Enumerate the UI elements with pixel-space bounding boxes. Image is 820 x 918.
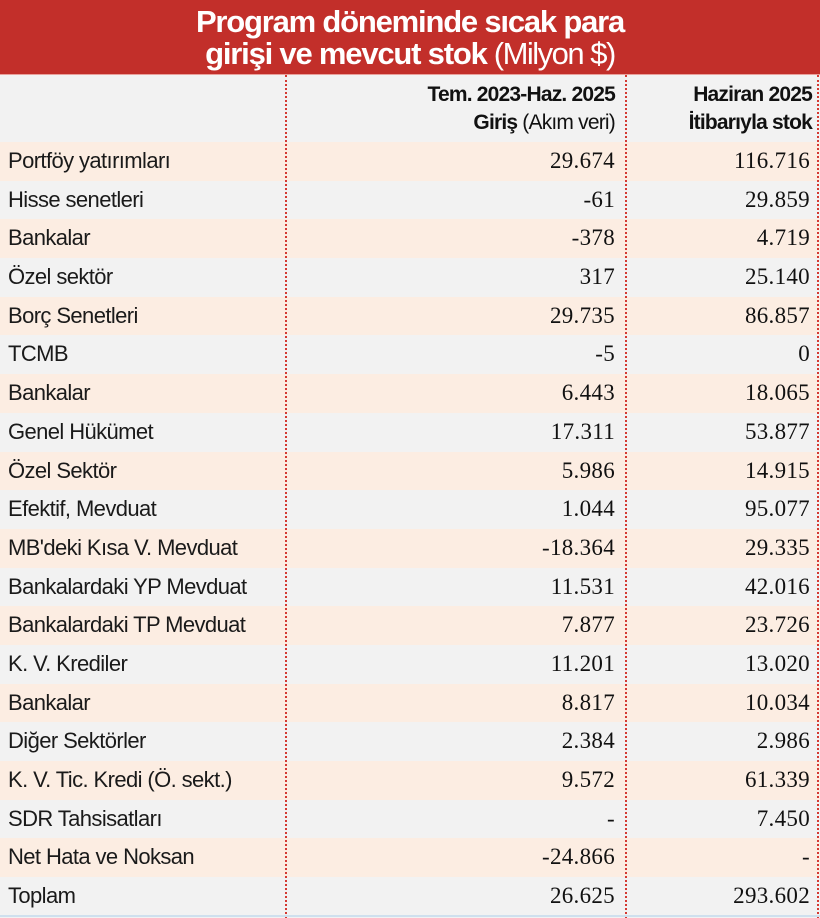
title-line-1: Program döneminde sıcak para <box>195 4 625 39</box>
row-label: Bankalar <box>8 689 91 715</box>
table-row: Efektif, Mevduat 1.044 95.077 <box>0 490 820 529</box>
stock-value: 4.719 <box>756 225 810 251</box>
inflow-value: 5.986 <box>561 457 615 483</box>
row-label: Diğer Sektörler <box>8 728 146 754</box>
table-title: Program döneminde sıcak para girişi ve m… <box>0 0 820 75</box>
stock-value: 10.034 <box>744 689 810 715</box>
inflow-value: 317 <box>579 264 615 290</box>
stock-value: 18.065 <box>744 380 810 406</box>
inflow-value: 11.201 <box>550 650 615 676</box>
table-row: Borç Senetleri 29.735 86.857 <box>0 296 820 336</box>
column-header-row: Tem. 2023-Haz. 2025 Giriş (Akım veri) Ha… <box>0 75 820 142</box>
row-label: K. V. Krediler <box>8 650 128 676</box>
row-label: Toplam <box>8 883 76 909</box>
inflow-value: 1.044 <box>561 496 615 522</box>
stock-value: 7.450 <box>756 805 810 831</box>
inflow-value: 29.735 <box>549 302 615 328</box>
column-divider <box>625 75 627 918</box>
column-header-inflow-sub: Giriş (Akım veri) <box>427 109 615 137</box>
table-row: Özel Sektör 5.986 14.915 <box>0 451 820 491</box>
inflow-value: 9.572 <box>561 767 615 792</box>
inflow-value: 7.877 <box>561 612 615 638</box>
inflow-value: 29.674 <box>549 148 615 173</box>
table-row: Bankalardaki TP Mevduat 7.877 23.726 <box>0 606 820 645</box>
row-label: Özel sektör <box>8 264 113 290</box>
row-label: Bankalardaki TP Mevduat <box>8 612 246 638</box>
table-row: K. V. Tic. Kredi (Ö. sekt.) 9.572 61.339 <box>0 761 820 800</box>
column-header-inflow-note: (Akım veri) <box>517 111 616 134</box>
row-label: Borç Senetleri <box>8 302 138 328</box>
column-header-inflow-period: Tem. 2023-Haz. 2025 <box>427 83 615 106</box>
row-label: SDR Tahsisatları <box>8 805 162 831</box>
stock-value: 14.915 <box>744 457 810 483</box>
table-row: K. V. Krediler 11.201 13.020 <box>0 644 820 684</box>
stock-value: 116.716 <box>734 148 810 173</box>
stock-value: 29.859 <box>744 186 810 212</box>
inflow-value: 11.531 <box>550 573 615 599</box>
column-header-stock-label: İtibarıyla stok <box>688 111 813 134</box>
stock-value: 0 <box>798 341 810 367</box>
table-row: Hisse senetleri -61 29.859 <box>0 180 820 220</box>
inflow-value: - <box>607 805 615 831</box>
row-label: Genel Hükümet <box>8 418 154 444</box>
row-label: Portföy yatırımları <box>8 148 171 173</box>
inflow-value: 6.443 <box>561 380 615 406</box>
column-header-stock: Haziran 2025 İtibarıyla stok <box>688 81 813 137</box>
stock-value: 23.726 <box>744 612 810 638</box>
stock-value: 95.077 <box>744 496 810 522</box>
row-label: Bankalar <box>8 225 91 251</box>
stock-value: 86.857 <box>744 302 810 328</box>
inflow-value: -5 <box>595 341 615 367</box>
inflow-value: 26.625 <box>549 883 615 909</box>
table-row: Özel sektör 317 25.140 <box>0 258 820 297</box>
row-label: Hisse senetleri <box>8 186 144 212</box>
inflow-value: -378 <box>571 225 615 251</box>
table-row: Bankalar -378 4.719 <box>0 219 820 259</box>
row-label: Bankalardaki YP Mevduat <box>8 573 247 599</box>
stock-value: 29.335 <box>744 534 810 560</box>
row-label: MB'deki Kısa V. Mevduat <box>8 534 238 560</box>
table-row: Bankalar 6.443 18.065 <box>0 374 820 413</box>
row-label: Net Hata ve Noksan <box>8 844 195 870</box>
stock-value: 13.020 <box>744 650 810 676</box>
table-row: Genel Hükümet 17.311 53.877 <box>0 412 820 452</box>
stock-value: 42.016 <box>744 573 810 599</box>
row-label: Efektif, Mevduat <box>8 496 157 522</box>
stock-value: - <box>802 844 810 870</box>
inflow-value: -18.364 <box>541 534 615 560</box>
stock-value: 53.877 <box>744 418 810 444</box>
table-row: Portföy yatırımları 29.674 116.716 <box>0 142 820 181</box>
inflow-value: -61 <box>583 186 615 212</box>
right-border <box>817 75 819 918</box>
column-header-stock-date: Haziran 2025 <box>693 83 813 106</box>
column-header-inflow-label: Giriş <box>473 111 518 134</box>
table-row: Toplam 26.625 293.602 <box>0 877 820 916</box>
row-label: K. V. Tic. Kredi (Ö. sekt.) <box>8 767 232 792</box>
inflow-value: 2.384 <box>561 728 615 754</box>
row-label: TCMB <box>8 341 69 367</box>
title-unit: (Milyon $) <box>486 36 617 71</box>
inflow-value: 8.817 <box>561 689 615 715</box>
column-header-inflow: Tem. 2023-Haz. 2025 Giriş (Akım veri) <box>427 81 615 137</box>
table-row: TCMB -5 0 <box>0 335 820 375</box>
table-row: Bankalardaki YP Mevduat 11.531 42.016 <box>0 567 820 607</box>
table-body: Portföy yatırımları 29.674 116.716 Hisse se… <box>0 142 820 916</box>
table-row: SDR Tahsisatları - 7.450 <box>0 799 820 839</box>
stock-value: 2.986 <box>756 728 810 754</box>
inflow-value: 17.311 <box>550 418 615 444</box>
table-row: Net Hata ve Noksan -24.866 - <box>0 838 820 878</box>
stock-value: 25.140 <box>744 264 810 290</box>
row-label: Bankalar <box>8 380 91 406</box>
column-divider <box>285 75 287 918</box>
stock-value: 61.339 <box>744 767 810 792</box>
table-row: MB'deki Kısa V. Mevduat -18.364 29.335 <box>0 528 820 568</box>
table-row: Diğer Sektörler 2.384 2.986 <box>0 722 820 761</box>
stock-value: 293.602 <box>733 883 810 909</box>
table-row: Bankalar 8.817 10.034 <box>0 683 820 723</box>
row-label: Özel Sektör <box>8 457 117 483</box>
inflow-value: -24.866 <box>541 844 615 870</box>
bottom-border <box>0 915 820 917</box>
title-line-2: girişi ve mevcut stok (Milyon $) <box>205 36 617 71</box>
title-line-2-bold: girişi ve mevcut stok <box>205 36 488 71</box>
